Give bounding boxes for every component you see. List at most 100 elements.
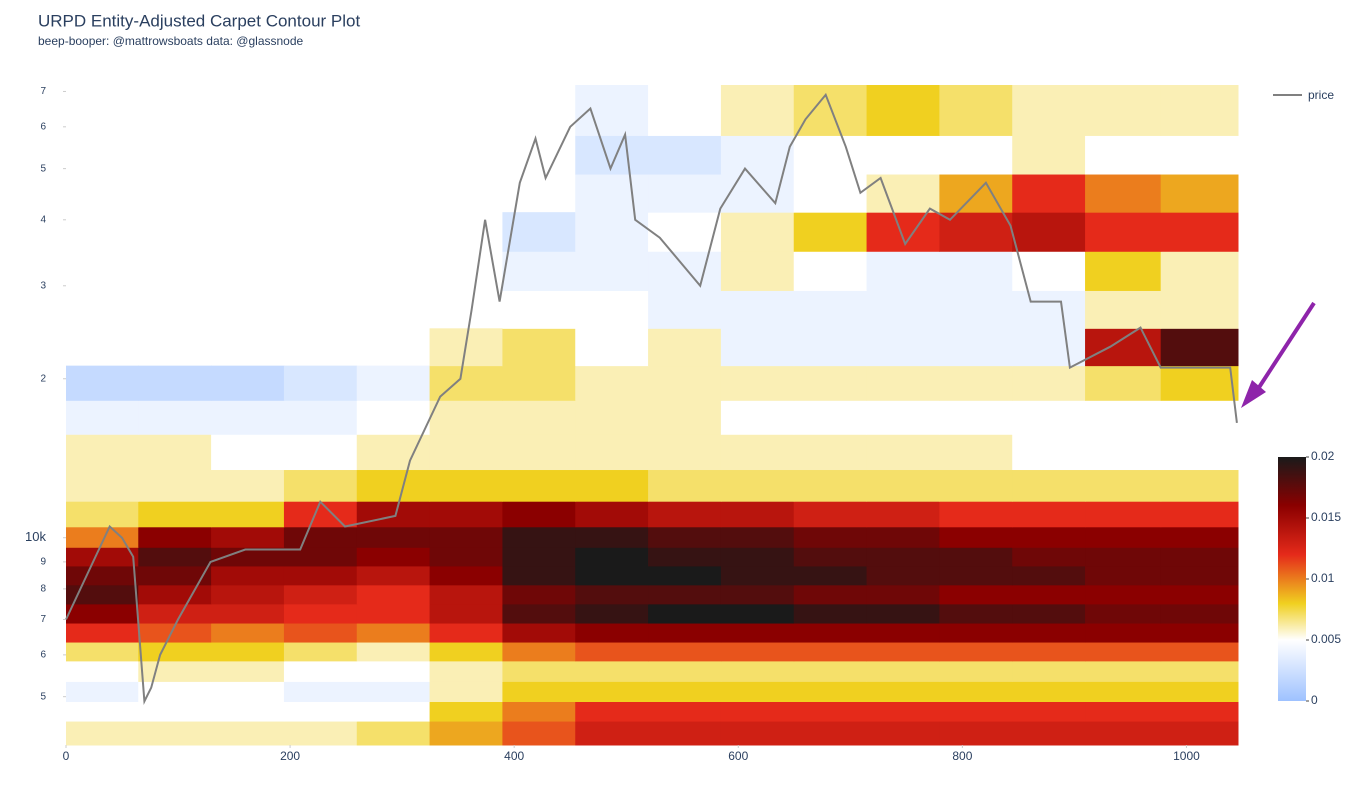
heatmap-cell bbox=[939, 565, 1013, 586]
heatmap-cell bbox=[793, 328, 868, 367]
heatmap-cell bbox=[1012, 174, 1086, 213]
heatmap-cell bbox=[866, 400, 940, 435]
heatmap-cell bbox=[1085, 501, 1162, 528]
heatmap-cell bbox=[866, 290, 940, 329]
x-tick-label: 1000 bbox=[1173, 749, 1200, 763]
heatmap-cell bbox=[720, 681, 795, 702]
heatmap-cell bbox=[66, 501, 139, 528]
heatmap-cell bbox=[211, 681, 285, 702]
heatmap-cell bbox=[66, 642, 139, 662]
heatmap-cell bbox=[720, 603, 795, 624]
heatmap-cell bbox=[1085, 434, 1162, 471]
heatmap-cell bbox=[1012, 434, 1086, 471]
heatmap-cell bbox=[283, 623, 358, 643]
heatmap-cell bbox=[211, 623, 285, 643]
heatmap-cell bbox=[866, 603, 940, 624]
heatmap-cell bbox=[502, 290, 576, 329]
heatmap-cell bbox=[720, 701, 795, 722]
heatmap-cell bbox=[939, 526, 1013, 548]
heatmap-cell bbox=[866, 584, 940, 605]
heatmap-cell bbox=[575, 328, 649, 367]
heatmap-cell bbox=[1012, 565, 1086, 586]
heatmap-cell bbox=[939, 681, 1013, 702]
heatmap-cell bbox=[793, 603, 868, 624]
heatmap-cell bbox=[866, 251, 940, 291]
heatmap-cell bbox=[356, 526, 431, 548]
heatmap-cell bbox=[648, 721, 722, 746]
heatmap-cell bbox=[866, 85, 940, 136]
heatmap-cell bbox=[648, 526, 722, 548]
heatmap-cell bbox=[1012, 584, 1086, 605]
heatmap-cell bbox=[648, 328, 722, 367]
heatmap-cell bbox=[138, 400, 212, 435]
heatmap-cell bbox=[66, 400, 139, 435]
heatmap-cell bbox=[1085, 681, 1162, 702]
heatmap-cell bbox=[866, 721, 940, 746]
heatmap-cell bbox=[939, 603, 1013, 624]
heatmap-cell bbox=[138, 365, 212, 401]
y-tick-label: 9 bbox=[40, 557, 46, 568]
heatmap-cell bbox=[720, 660, 795, 682]
heatmap-cell bbox=[1160, 623, 1239, 643]
heatmap-cell bbox=[283, 469, 358, 502]
heatmap-cell bbox=[429, 501, 503, 528]
heatmap-cell bbox=[66, 584, 139, 605]
heatmap-cell bbox=[1085, 584, 1162, 605]
heatmap-cell bbox=[1160, 212, 1239, 252]
heatmap-cell bbox=[575, 469, 649, 502]
heatmap-cell bbox=[720, 623, 795, 643]
heatmap-cell bbox=[502, 251, 576, 291]
x-tick-label: 200 bbox=[280, 749, 300, 763]
heatmap-cell bbox=[720, 400, 795, 435]
heatmap-cell bbox=[1160, 547, 1239, 567]
heatmap-cell bbox=[211, 501, 285, 528]
heatmap-cell bbox=[793, 400, 868, 435]
heatmap-cell bbox=[866, 526, 940, 548]
heatmap-cell bbox=[1160, 469, 1239, 502]
heatmap-cell bbox=[429, 721, 503, 746]
heatmap-cell bbox=[1085, 290, 1162, 329]
heatmap-cell bbox=[575, 603, 649, 624]
heatmap-cell bbox=[502, 584, 576, 605]
heatmap-cell bbox=[66, 701, 139, 722]
heatmap-cell bbox=[939, 501, 1013, 528]
heatmap-cell bbox=[793, 469, 868, 502]
heatmap-cell bbox=[1160, 434, 1239, 471]
heatmap-cell bbox=[939, 251, 1013, 291]
heatmap-cell bbox=[720, 135, 795, 175]
heatmap-cell bbox=[720, 85, 795, 136]
heatmap-cell bbox=[502, 603, 576, 624]
heatmap-cell bbox=[866, 328, 940, 367]
heatmap-cell bbox=[283, 603, 358, 624]
heatmap-cell bbox=[1160, 135, 1239, 175]
y-tick-label: 2 bbox=[40, 373, 46, 384]
heatmap-cell bbox=[720, 526, 795, 548]
heatmap-cell bbox=[1012, 469, 1086, 502]
heatmap-cell bbox=[939, 547, 1013, 567]
heatmap-cell bbox=[866, 623, 940, 643]
heatmap-cell bbox=[356, 547, 431, 567]
heatmap-cell bbox=[939, 701, 1013, 722]
heatmap-cell bbox=[1012, 212, 1086, 252]
heatmap-cell bbox=[283, 565, 358, 586]
heatmap-cell bbox=[502, 434, 576, 471]
heatmap-cell bbox=[575, 290, 649, 329]
heatmap-cell bbox=[356, 584, 431, 605]
heatmap-cell bbox=[575, 501, 649, 528]
price-line bbox=[65, 92, 1238, 705]
heatmap-cell bbox=[1160, 642, 1239, 662]
heatmap-cell bbox=[1012, 251, 1086, 291]
heatmap-cell bbox=[1085, 721, 1162, 746]
heatmap-cell bbox=[575, 251, 649, 291]
heatmap-cell bbox=[1085, 469, 1162, 502]
heatmap-cell bbox=[283, 721, 358, 746]
heatmap-cell bbox=[720, 434, 795, 471]
heatmap-cell bbox=[66, 469, 139, 502]
heatmap-cell bbox=[866, 212, 940, 252]
heatmap-cell bbox=[866, 135, 940, 175]
heatmap-cell bbox=[793, 85, 868, 136]
heatmap-cell bbox=[211, 434, 285, 471]
heatmap-cell bbox=[1085, 526, 1162, 548]
heatmap-cell bbox=[648, 365, 722, 401]
